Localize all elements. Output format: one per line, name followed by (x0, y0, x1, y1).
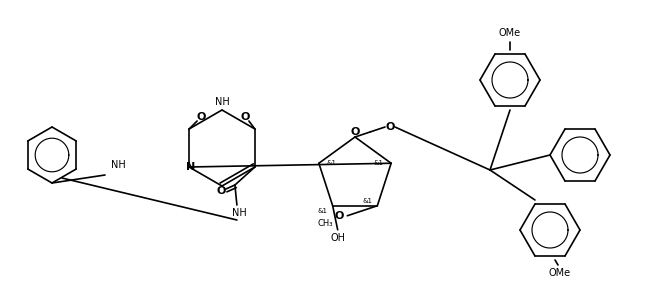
Text: OMe: OMe (499, 28, 521, 38)
Text: NH: NH (231, 208, 247, 218)
Text: N: N (186, 162, 196, 172)
Text: O: O (196, 112, 206, 122)
Text: NH: NH (215, 97, 229, 107)
Text: &1: &1 (318, 208, 328, 214)
Text: O: O (240, 112, 250, 122)
Text: NH: NH (110, 160, 126, 170)
Text: CH₃: CH₃ (317, 219, 333, 228)
Text: &1: &1 (327, 160, 337, 166)
Text: &1: &1 (362, 198, 372, 204)
Text: &1: &1 (373, 160, 383, 166)
Text: O: O (385, 122, 395, 132)
Text: OMe: OMe (549, 268, 571, 278)
Text: OH: OH (330, 233, 345, 243)
Text: O: O (334, 211, 344, 221)
Text: O: O (216, 186, 225, 196)
Text: O: O (350, 127, 360, 137)
